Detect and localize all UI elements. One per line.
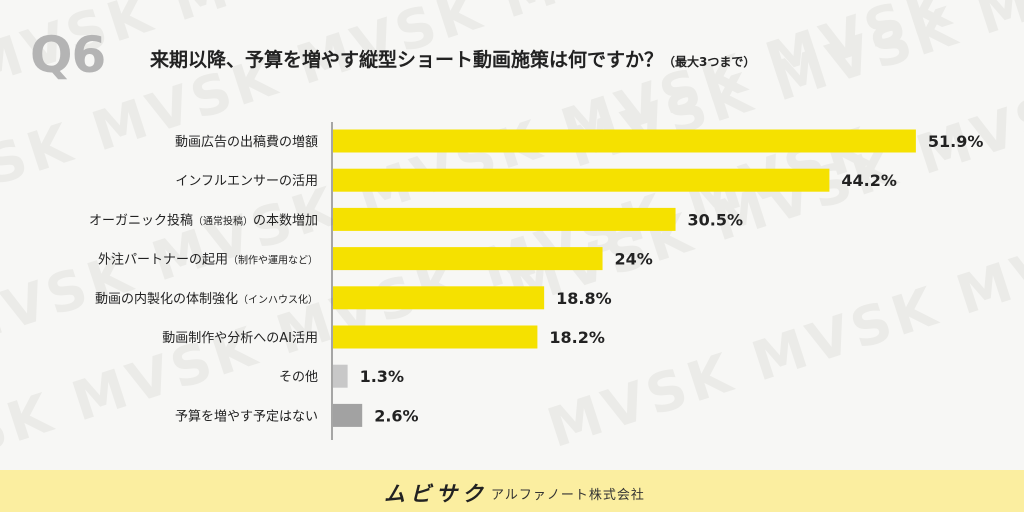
chart-title: 来期以降、予算を増やす縦型ショート動画施策は何ですか？（最大3つまで） xyxy=(150,45,755,72)
value-label: 18.2% xyxy=(549,328,605,347)
value-label: 18.8% xyxy=(556,289,612,308)
chart-title-note: （最大3つまで） xyxy=(663,55,756,69)
bar xyxy=(333,129,916,153)
value-label: 44.2% xyxy=(841,171,897,190)
bar xyxy=(333,168,830,192)
question-number: Q6 xyxy=(30,26,106,84)
bar xyxy=(333,403,363,427)
category-label: 動画の内製化の体制強化（インハウス化） xyxy=(95,291,318,307)
chart-title-main: 来期以降、予算を増やす縦型ショート動画施策は何ですか？ xyxy=(150,49,664,71)
bar xyxy=(333,325,538,349)
bar-chart: 51.9% 動画広告の出稿費の増額 44.2% インフルエンサーの活用 30.5% オーガ… xyxy=(89,122,984,440)
category-label: 予算を増やす予定はない xyxy=(175,409,318,424)
bar xyxy=(333,207,676,231)
value-label: 24% xyxy=(615,250,653,269)
category-label: 動画広告の出稿費の増額 xyxy=(175,134,318,150)
category-label: オーガニック投稿（通常投稿）の本数増加 xyxy=(89,212,318,228)
brand-logo: ムビサク xyxy=(384,482,488,506)
value-label: 2.6% xyxy=(374,406,418,425)
footer-band xyxy=(0,470,1024,512)
company-name: アルファノート株式会社 xyxy=(491,488,645,503)
bar xyxy=(333,247,603,271)
category-label: その他 xyxy=(279,370,318,385)
category-label: 外注パートナーの起用（制作や運用など） xyxy=(98,253,318,268)
value-label: 30.5% xyxy=(688,210,744,229)
value-label: 1.3% xyxy=(360,367,404,386)
category-label: 動画制作や分析へのAI活用 xyxy=(162,331,318,346)
value-label: 51.9% xyxy=(928,132,984,151)
bar xyxy=(333,286,545,310)
bar xyxy=(333,364,348,388)
category-label: インフルエンサーの活用 xyxy=(175,174,318,189)
